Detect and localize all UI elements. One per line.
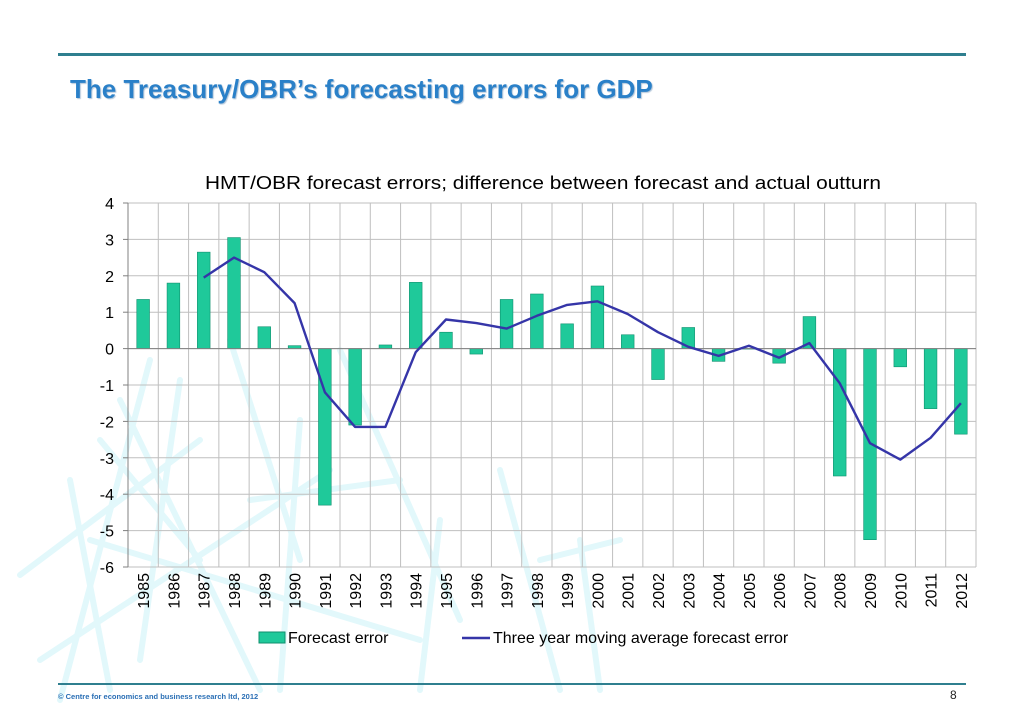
x-tick-label: 1989 xyxy=(257,573,274,609)
bar-1991 xyxy=(318,348,332,506)
x-tick-label: 2009 xyxy=(863,573,880,609)
x-tick-label: 2005 xyxy=(742,573,759,609)
x-tick-label: 2001 xyxy=(621,573,638,609)
x-tick-label: 1994 xyxy=(409,573,426,609)
x-tick-label: 1987 xyxy=(197,573,214,609)
legend-bar-label: Forecast error xyxy=(288,630,389,647)
bar-2011 xyxy=(923,348,938,409)
x-tick-label: 1985 xyxy=(136,573,153,609)
x-tick-label: 2007 xyxy=(802,573,819,609)
bar-1988 xyxy=(227,237,241,349)
y-tick-label: -1 xyxy=(100,378,114,395)
y-tick-label: 4 xyxy=(105,196,114,213)
bar-1994 xyxy=(409,282,423,349)
x-tick-label: 2003 xyxy=(681,573,698,609)
bar-2008 xyxy=(833,348,847,477)
x-axis-ticks: 1985 1986 1987 1988 1989 1990 1991 1992 1993 1994… xyxy=(136,573,971,609)
y-tick-label: -4 xyxy=(100,487,114,504)
x-tick-label: 1986 xyxy=(166,573,183,609)
line-series xyxy=(203,256,962,461)
bar-1985 xyxy=(136,299,150,349)
footer-copyright: © Centre for economics and business rese… xyxy=(58,692,259,701)
x-tick-label: 2008 xyxy=(833,573,850,609)
bar-2001 xyxy=(621,334,635,349)
bar-1987 xyxy=(197,251,211,349)
bar-1996 xyxy=(469,348,483,355)
x-tick-label: 2010 xyxy=(893,573,910,609)
bar-2000 xyxy=(590,285,605,349)
y-tick-label: 3 xyxy=(105,232,114,249)
x-tick-label: 1991 xyxy=(318,573,335,609)
y-tick-label: -6 xyxy=(100,560,114,577)
legend-bar-swatch xyxy=(258,631,286,644)
y-axis-ticks: 4 3 2 1 0 -1 -2 -3 -4 -5 -6 xyxy=(100,196,128,577)
x-tick-label: 1998 xyxy=(530,573,547,609)
bottom-rule xyxy=(58,683,966,685)
page-number: 8 xyxy=(950,688,957,702)
bar-1997 xyxy=(499,299,514,349)
x-tick-label: 2012 xyxy=(954,573,971,609)
x-tick-label: 2004 xyxy=(712,573,729,609)
x-tick-label: 1996 xyxy=(469,573,486,609)
y-tick-label: -2 xyxy=(100,414,114,431)
x-tick-label: 1995 xyxy=(439,573,456,609)
y-tick-label: -3 xyxy=(100,451,114,468)
y-tick-label: 2 xyxy=(105,269,114,286)
moving-average-line xyxy=(203,256,962,461)
x-tick-label: 2000 xyxy=(590,573,607,609)
y-tick-label: -5 xyxy=(100,524,114,541)
bar-1986 xyxy=(166,282,181,349)
bar-1989 xyxy=(257,326,271,349)
slide-title: The Treasury/OBR’s forecasting errors fo… xyxy=(70,74,653,104)
x-tick-label: 1993 xyxy=(378,573,395,609)
grid-layer xyxy=(127,202,977,568)
x-tick-label: 1990 xyxy=(288,573,305,609)
top-rule xyxy=(58,53,966,56)
y-tick-label: 1 xyxy=(105,305,114,322)
legend: Forecast error Three year moving average… xyxy=(258,630,789,647)
y-tick-label: 0 xyxy=(105,342,114,359)
bar-1993 xyxy=(378,344,393,349)
legend-line-label: Three year moving average forecast error xyxy=(493,630,789,647)
x-tick-label: 2002 xyxy=(651,573,668,609)
bar-2012 xyxy=(954,348,968,435)
chart-title: HMT/OBR forecast errors; difference betw… xyxy=(205,172,881,193)
x-tick-label: 2011 xyxy=(924,573,941,608)
x-tick-label: 2006 xyxy=(772,573,789,609)
x-tick-label: 1997 xyxy=(500,573,517,609)
bar-1998 xyxy=(530,293,544,349)
x-tick-label: 1992 xyxy=(348,573,365,609)
bar-2002 xyxy=(651,348,665,380)
x-tick-label: 1999 xyxy=(560,573,577,609)
bar-1992 xyxy=(348,348,362,426)
bar-2010 xyxy=(893,348,907,368)
bar-1995 xyxy=(439,331,453,349)
x-tick-label: 1988 xyxy=(227,573,244,609)
bar-1999 xyxy=(560,323,574,349)
